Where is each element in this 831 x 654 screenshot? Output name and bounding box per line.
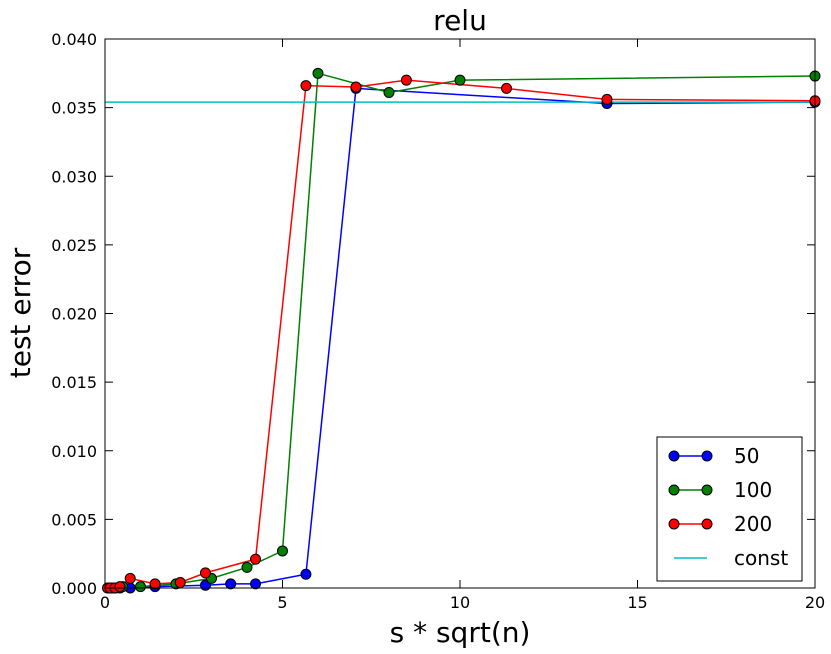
y-tick-label: 0.030	[51, 167, 97, 186]
data-point-50	[250, 578, 262, 590]
data-point-200	[114, 581, 126, 593]
data-point-200	[350, 81, 362, 93]
x-tick-label: 0	[100, 593, 110, 612]
legend-label-const: const	[734, 546, 788, 570]
y-tick-label: 0.015	[51, 373, 97, 392]
data-point-50	[300, 568, 312, 580]
legend-label-200: 200	[734, 512, 772, 536]
data-point-200	[601, 93, 613, 105]
y-axis-title: test error	[4, 247, 37, 378]
data-point-200	[400, 74, 412, 86]
legend-marker-100	[668, 484, 680, 496]
y-tick-label: 0.040	[51, 30, 97, 49]
legend-box	[656, 436, 803, 582]
y-tick-label: 0.035	[51, 99, 97, 118]
chart-title: relu	[433, 4, 487, 37]
axis-ticks: 0 5 10 15 20 0.000 0.005 0.010 0.015 0.020 0.025 0.…	[51, 30, 825, 612]
y-tick-label: 0.010	[51, 442, 97, 461]
x-axis-title: s * sqrt(n)	[390, 616, 531, 649]
legend-marker-200	[701, 518, 713, 530]
x-tick-label: 20	[805, 593, 825, 612]
legend: 50 100 200 const	[656, 436, 803, 582]
legend-label-50: 50	[734, 444, 759, 468]
data-point-200	[174, 577, 186, 589]
legend-marker-50	[701, 450, 713, 462]
data-point-200	[124, 572, 136, 584]
legend-marker-200	[668, 518, 680, 530]
legend-marker-50	[668, 450, 680, 462]
data-point-200	[250, 553, 262, 565]
y-tick-label: 0.025	[51, 236, 97, 255]
y-tick-label: 0.000	[51, 579, 97, 598]
data-point-100	[383, 87, 395, 99]
x-tick-label: 10	[450, 593, 470, 612]
y-tick-label: 0.005	[51, 510, 97, 529]
data-point-200	[300, 80, 312, 92]
data-point-200	[501, 82, 513, 94]
legend-label-100: 100	[734, 478, 772, 502]
data-point-200	[199, 567, 211, 579]
data-point-100	[454, 74, 466, 86]
data-point-200	[149, 578, 161, 590]
data-point-100	[135, 581, 146, 593]
y-tick-label: 0.020	[51, 305, 97, 324]
legend-marker-100	[701, 484, 713, 496]
data-point-50	[225, 578, 237, 590]
data-point-100	[277, 545, 288, 557]
x-tick-label: 5	[277, 593, 287, 612]
data-point-100	[312, 67, 324, 79]
x-tick-label: 15	[627, 593, 647, 612]
data-point-100	[241, 561, 253, 573]
